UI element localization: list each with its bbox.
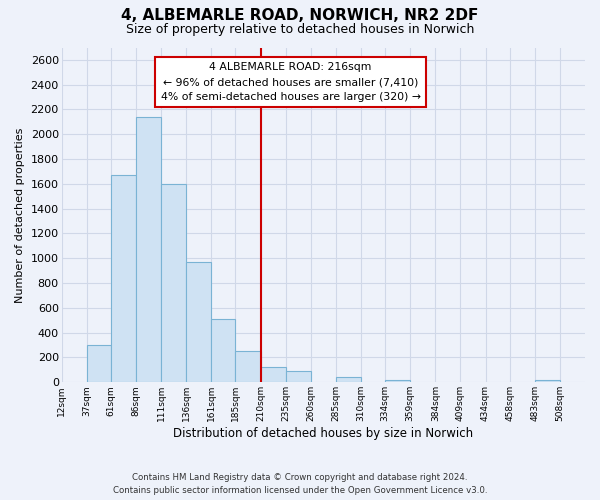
Text: Contains HM Land Registry data © Crown copyright and database right 2024.
Contai: Contains HM Land Registry data © Crown c… (113, 474, 487, 495)
Bar (186, 262, 211, 382)
X-axis label: Distribution of detached houses by size in Norwich: Distribution of detached houses by size … (173, 427, 473, 440)
Bar (136, 117, 161, 382)
Bar (286, 370, 311, 382)
Text: Size of property relative to detached houses in Norwich: Size of property relative to detached ho… (126, 22, 474, 36)
Bar (211, 319, 235, 382)
Bar (111, 175, 136, 382)
Bar (385, 380, 410, 382)
Bar (86, 345, 111, 383)
Text: 4, ALBEMARLE ROAD, NORWICH, NR2 2DF: 4, ALBEMARLE ROAD, NORWICH, NR2 2DF (121, 8, 479, 22)
Bar (260, 368, 286, 382)
Y-axis label: Number of detached properties: Number of detached properties (15, 127, 25, 302)
Bar (161, 184, 186, 382)
Text: 4 ALBEMARLE ROAD: 216sqm
← 96% of detached houses are smaller (7,410)
4% of semi: 4 ALBEMARLE ROAD: 216sqm ← 96% of detach… (161, 62, 421, 102)
Bar (336, 378, 361, 382)
Bar (535, 380, 560, 382)
Bar (235, 350, 260, 382)
